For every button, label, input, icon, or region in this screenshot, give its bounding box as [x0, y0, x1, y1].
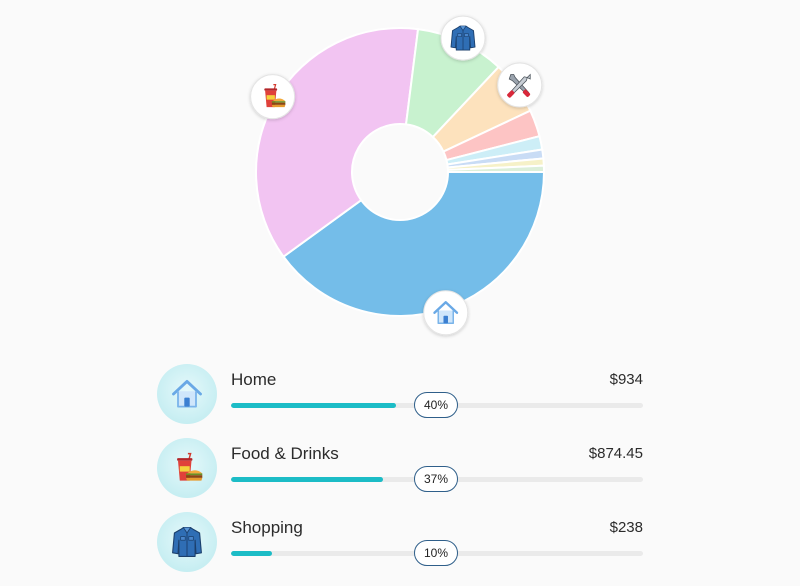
food-drinks-icon — [169, 450, 205, 486]
expense-list: Home $934 40% Food & Drinks $874.45 37% … — [157, 364, 643, 586]
expense-progress-fill — [231, 403, 396, 408]
expense-row-food-drinks[interactable]: Food & Drinks $874.45 37% — [157, 438, 643, 512]
chart-badges — [250, 15, 543, 336]
expense-amount: $238 — [609, 519, 643, 536]
shirt-badge — [440, 15, 486, 61]
home-badge — [423, 290, 469, 336]
chart-slice-food-drinks[interactable] — [255, 27, 420, 259]
chart-slice-minor-8[interactable] — [446, 164, 546, 173]
tools-badge — [497, 62, 543, 108]
expense-percent-badge: 10% — [414, 540, 458, 566]
home-icon — [169, 376, 205, 412]
expense-percent-badge: 40% — [414, 392, 458, 418]
expense-progress-fill — [231, 477, 384, 482]
chart-slice-home[interactable] — [282, 171, 546, 317]
expense-progress-fill — [231, 551, 273, 556]
chart-slices — [255, 27, 546, 317]
shirt-icon — [450, 25, 476, 51]
expense-name: Home — [231, 370, 277, 389]
expense-row-shopping[interactable]: Shopping $238 10% — [157, 512, 643, 586]
expense-amount: $874.45 — [588, 445, 643, 462]
expense-name: Shopping — [231, 518, 303, 537]
expense-name: Food & Drinks — [231, 444, 339, 463]
shopping-avatar — [157, 512, 217, 572]
food-drinks-avatar — [157, 438, 217, 498]
expense-amount: $934 — [609, 371, 643, 388]
shirt-icon — [169, 524, 205, 560]
food-drinks-badge — [250, 74, 296, 120]
expense-percent-badge: 37% — [414, 466, 458, 492]
home-avatar — [157, 364, 217, 424]
expense-row-home[interactable]: Home $934 40% — [157, 364, 643, 438]
